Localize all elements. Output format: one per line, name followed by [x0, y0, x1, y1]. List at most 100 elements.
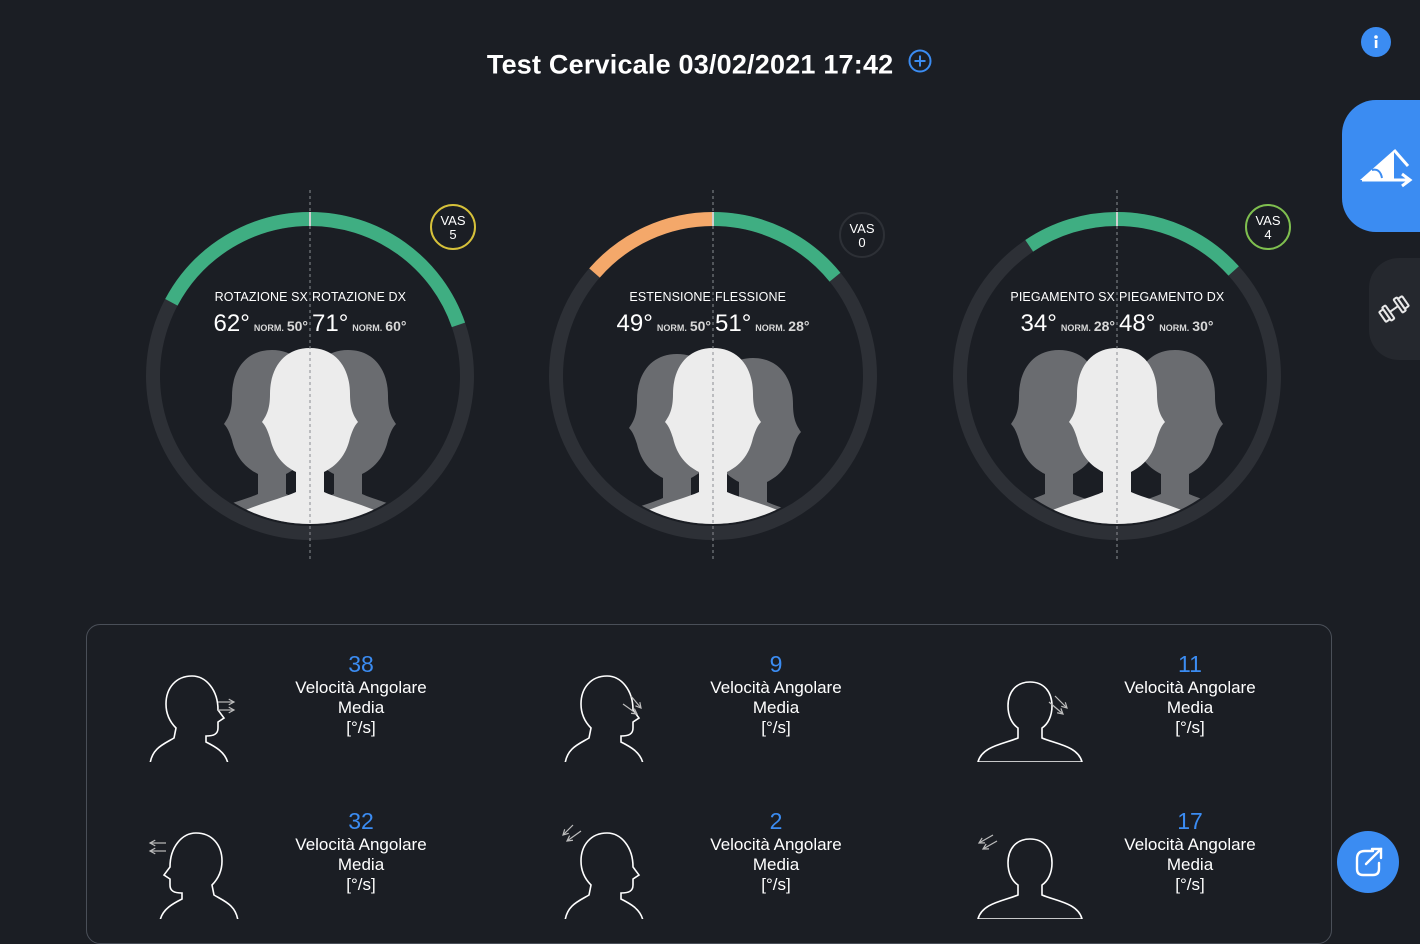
metric-text: 2 Velocità Angolare Media [°/s] — [701, 807, 851, 895]
head-flexion-icon — [564, 675, 644, 762]
angular-velocity-metric: 32 Velocità Angolare Media [°/s] — [146, 808, 506, 919]
tab-exercises[interactable] — [1369, 258, 1420, 360]
motion-arrow — [622, 703, 639, 715]
right-label: FLESSIONE — [715, 290, 787, 304]
left-value: 62° — [213, 310, 250, 337]
left-value-group: 62° NORM. 50° — [214, 310, 308, 338]
vas-badge[interactable]: VAS 4 — [1245, 204, 1291, 250]
motion-arrow — [218, 698, 236, 706]
info-icon — [1374, 35, 1378, 48]
left-value: 34° — [1020, 310, 1057, 337]
metric-label-line1: Velocità Angolare — [295, 678, 427, 697]
left-value-group: 34° NORM. 28° — [1021, 310, 1115, 338]
head-outline — [159, 832, 239, 919]
vas-value: 5 — [449, 227, 457, 242]
left-range-arc — [589, 212, 714, 278]
add-test-button[interactable] — [907, 48, 933, 81]
right-value: 51° — [715, 310, 752, 337]
gauge-dial — [953, 190, 1281, 560]
right-label: PIEGAMENTO DX — [1119, 290, 1225, 304]
head-outline — [149, 675, 229, 762]
metric-value: 2 — [769, 808, 783, 834]
head-outline — [564, 675, 644, 762]
left-label: PIEGAMENTO SX — [1010, 290, 1115, 304]
metric-label-line1: Velocità Angolare — [710, 835, 842, 854]
head-silhouette — [577, 348, 853, 524]
gauge-dial — [549, 190, 877, 560]
gauge-2: ESTENSIONE FLESSIONE 49° NORM. 50° 51° NORM. 28… — [543, 190, 885, 560]
left-range-arc — [165, 212, 311, 306]
metric-value: 17 — [1177, 808, 1203, 834]
head-bend-left-icon — [977, 834, 1083, 919]
metric-unit: [°/s] — [346, 875, 376, 894]
metric-label-line2: Media — [752, 855, 800, 874]
right-range-arc — [1116, 212, 1239, 276]
metric-unit: [°/s] — [1175, 875, 1205, 894]
right-norm-value: 30° — [1192, 318, 1214, 334]
metric-value: 11 — [1178, 651, 1202, 677]
metric-label-line2: Media — [1166, 855, 1214, 874]
vas-label: VAS — [440, 213, 466, 228]
right-norm-value: 28° — [788, 318, 810, 334]
motion-arrow — [562, 824, 574, 836]
head-outline — [977, 838, 1083, 919]
metric-text: 32 Velocità Angolare Media [°/s] — [286, 807, 436, 895]
vas-badge[interactable]: VAS 0 — [839, 212, 885, 258]
metric-text: 17 Velocità Angolare Media [°/s] — [1115, 807, 1265, 895]
right-norm-key: NORM. — [755, 323, 786, 333]
metric-label-line1: Velocità Angolare — [710, 678, 842, 697]
vas-value: 0 — [858, 235, 866, 250]
angular-velocity-metric: 2 Velocità Angolare Media [°/s] — [561, 808, 921, 919]
metric-value: 38 — [348, 651, 374, 677]
external-link-icon — [1355, 847, 1383, 877]
head-extension-icon — [562, 824, 644, 919]
right-range-arc — [712, 212, 841, 282]
metric-value: 32 — [348, 808, 374, 834]
metric-unit: [°/s] — [761, 875, 791, 894]
metric-unit: [°/s] — [761, 718, 791, 737]
gauge-dial — [146, 190, 474, 560]
left-norm-value: 28° — [1093, 318, 1115, 334]
metric-label-line1: Velocità Angolare — [1124, 678, 1256, 697]
vas-badge[interactable]: VAS 5 — [430, 204, 476, 250]
right-norm-key: NORM. — [1159, 323, 1190, 333]
left-norm-key: NORM. — [656, 323, 687, 333]
metric-label-line1: Velocità Angolare — [295, 835, 427, 854]
right-norm-value: 60° — [385, 318, 407, 334]
head-rotation-left-icon — [148, 832, 239, 919]
metric-label-line2: Media — [1166, 698, 1214, 717]
left-label: ESTENSIONE — [629, 290, 711, 304]
motion-arrow — [148, 839, 166, 847]
metric-unit: [°/s] — [346, 718, 376, 737]
info-button[interactable] — [1361, 27, 1391, 57]
left-value: 49° — [616, 310, 653, 337]
metric-value: 9 — [769, 651, 783, 677]
right-range-arc — [309, 212, 466, 328]
right-value: 71° — [312, 310, 349, 337]
angular-velocity-metric: 17 Velocità Angolare Media [°/s] — [975, 808, 1335, 919]
metric-text: 11 Velocità Angolare Media [°/s] — [1115, 650, 1265, 738]
right-value: 48° — [1119, 310, 1156, 337]
right-label: ROTAZIONE DX — [312, 290, 407, 304]
angle-measure-icon — [1360, 149, 1413, 188]
right-value-group: 71° NORM. 60° — [312, 310, 406, 338]
head-outline — [977, 681, 1083, 762]
head-bend-right-icon — [977, 681, 1083, 762]
right-norm-key: NORM. — [352, 323, 383, 333]
left-label: ROTAZIONE SX — [214, 290, 308, 304]
motion-arrow — [148, 847, 166, 855]
plus-circle-icon — [908, 49, 932, 73]
tab-range-of-motion[interactable] — [1342, 100, 1420, 232]
head-rotation-right-icon — [149, 675, 236, 762]
metric-label-line2: Media — [337, 698, 385, 717]
left-value-group: 49° NORM. 50° — [617, 310, 711, 338]
motion-arrow — [1054, 695, 1068, 709]
left-norm-key: NORM. — [1060, 323, 1091, 333]
left-norm-value: 50° — [689, 318, 711, 334]
motion-arrow — [981, 840, 998, 850]
left-range-arc — [1025, 212, 1118, 252]
export-button[interactable] — [1337, 831, 1399, 893]
motion-arrow — [565, 830, 582, 842]
page-title: Test Cervicale 03/02/2021 17:42 — [486, 49, 894, 80]
vas-value: 4 — [1264, 227, 1272, 242]
